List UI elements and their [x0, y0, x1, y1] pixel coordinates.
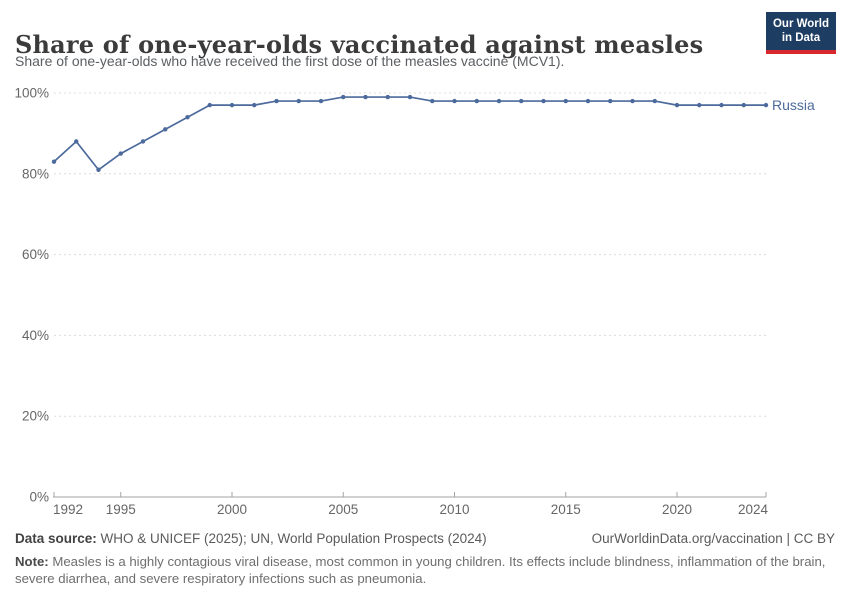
data-point[interactable] — [474, 98, 479, 104]
data-point[interactable] — [118, 151, 123, 156]
x-axis-tick-label: 2020 — [662, 502, 692, 517]
x-axis-tick-label: 2005 — [328, 502, 358, 517]
data-source-label: Data source: — [15, 531, 97, 546]
x-axis-tick-label: 1995 — [106, 502, 136, 517]
data-point[interactable] — [207, 102, 212, 108]
russia-series-label[interactable]: Russia — [772, 97, 815, 113]
data-point[interactable] — [341, 94, 346, 100]
data-point[interactable] — [496, 98, 502, 104]
y-axis-tick-label: 0% — [29, 490, 49, 505]
x-axis-tick-label: 2015 — [551, 502, 581, 517]
line-chart[interactable]: 0% 20% 40% 60% 80% 100% 1992 1995 2000 2005 2010 20… — [0, 0, 850, 525]
data-point[interactable] — [163, 127, 168, 132]
data-point[interactable] — [697, 102, 702, 108]
data-source-text: Data source: WHO & UNICEF (2025); UN, Wo… — [15, 531, 487, 546]
data-point[interactable] — [563, 98, 568, 104]
data-point[interactable] — [185, 115, 190, 120]
data-point[interactable] — [140, 139, 146, 144]
x-axis-tick-label: 2000 — [217, 502, 247, 517]
data-point[interactable] — [296, 98, 301, 104]
data-point[interactable] — [274, 98, 279, 104]
data-point[interactable] — [363, 94, 368, 100]
data-point[interactable] — [51, 159, 57, 164]
data-point[interactable] — [96, 167, 101, 172]
data-point[interactable] — [385, 94, 390, 100]
y-axis-tick-label: 60% — [22, 247, 49, 262]
data-point[interactable] — [252, 102, 257, 108]
note-label: Note: — [15, 554, 49, 569]
data-point[interactable] — [652, 98, 657, 104]
data-point[interactable] — [407, 94, 413, 100]
series-line-russia — [53, 96, 766, 171]
chart-note: Note: Measles is a highly contagious vir… — [15, 554, 826, 586]
y-axis-tick-label: 20% — [22, 409, 49, 424]
owid-citation-link[interactable]: OurWorldinData.org/vaccination | CC BY — [591, 531, 835, 546]
data-point[interactable] — [608, 98, 613, 104]
y-axis-tick-label: 80% — [22, 166, 49, 181]
data-point[interactable] — [519, 98, 524, 104]
data-point[interactable] — [452, 98, 457, 104]
data-point[interactable] — [763, 102, 769, 108]
owid-logo-line1: Our World — [772, 18, 829, 30]
data-point[interactable] — [430, 98, 435, 104]
page-title: Share of one-year-olds vaccinated agains… — [15, 30, 704, 60]
data-point[interactable] — [74, 139, 79, 144]
y-axis-tick-label: 100% — [14, 86, 49, 101]
data-point[interactable] — [585, 98, 591, 104]
data-point[interactable] — [541, 98, 546, 104]
data-point[interactable] — [229, 102, 235, 108]
data-point[interactable] — [318, 98, 324, 104]
chart-subtitle: Share of one-year-olds who have received… — [15, 53, 565, 69]
x-axis-tick-label: 1992 — [53, 502, 83, 517]
data-point[interactable] — [630, 98, 635, 104]
chart-footer: Data source: WHO & UNICEF (2025); UN, Wo… — [15, 531, 835, 546]
data-point[interactable] — [719, 102, 724, 108]
x-axis-tick-label: 2024 — [738, 502, 769, 517]
y-axis-tick-label: 40% — [22, 328, 49, 343]
owid-logo-line2: in Data — [781, 32, 821, 44]
owid-logo[interactable]: Our World in Data — [765, 12, 836, 54]
data-point[interactable] — [674, 102, 680, 108]
x-axis-tick-label: 2010 — [439, 502, 469, 517]
data-point[interactable] — [741, 102, 746, 108]
